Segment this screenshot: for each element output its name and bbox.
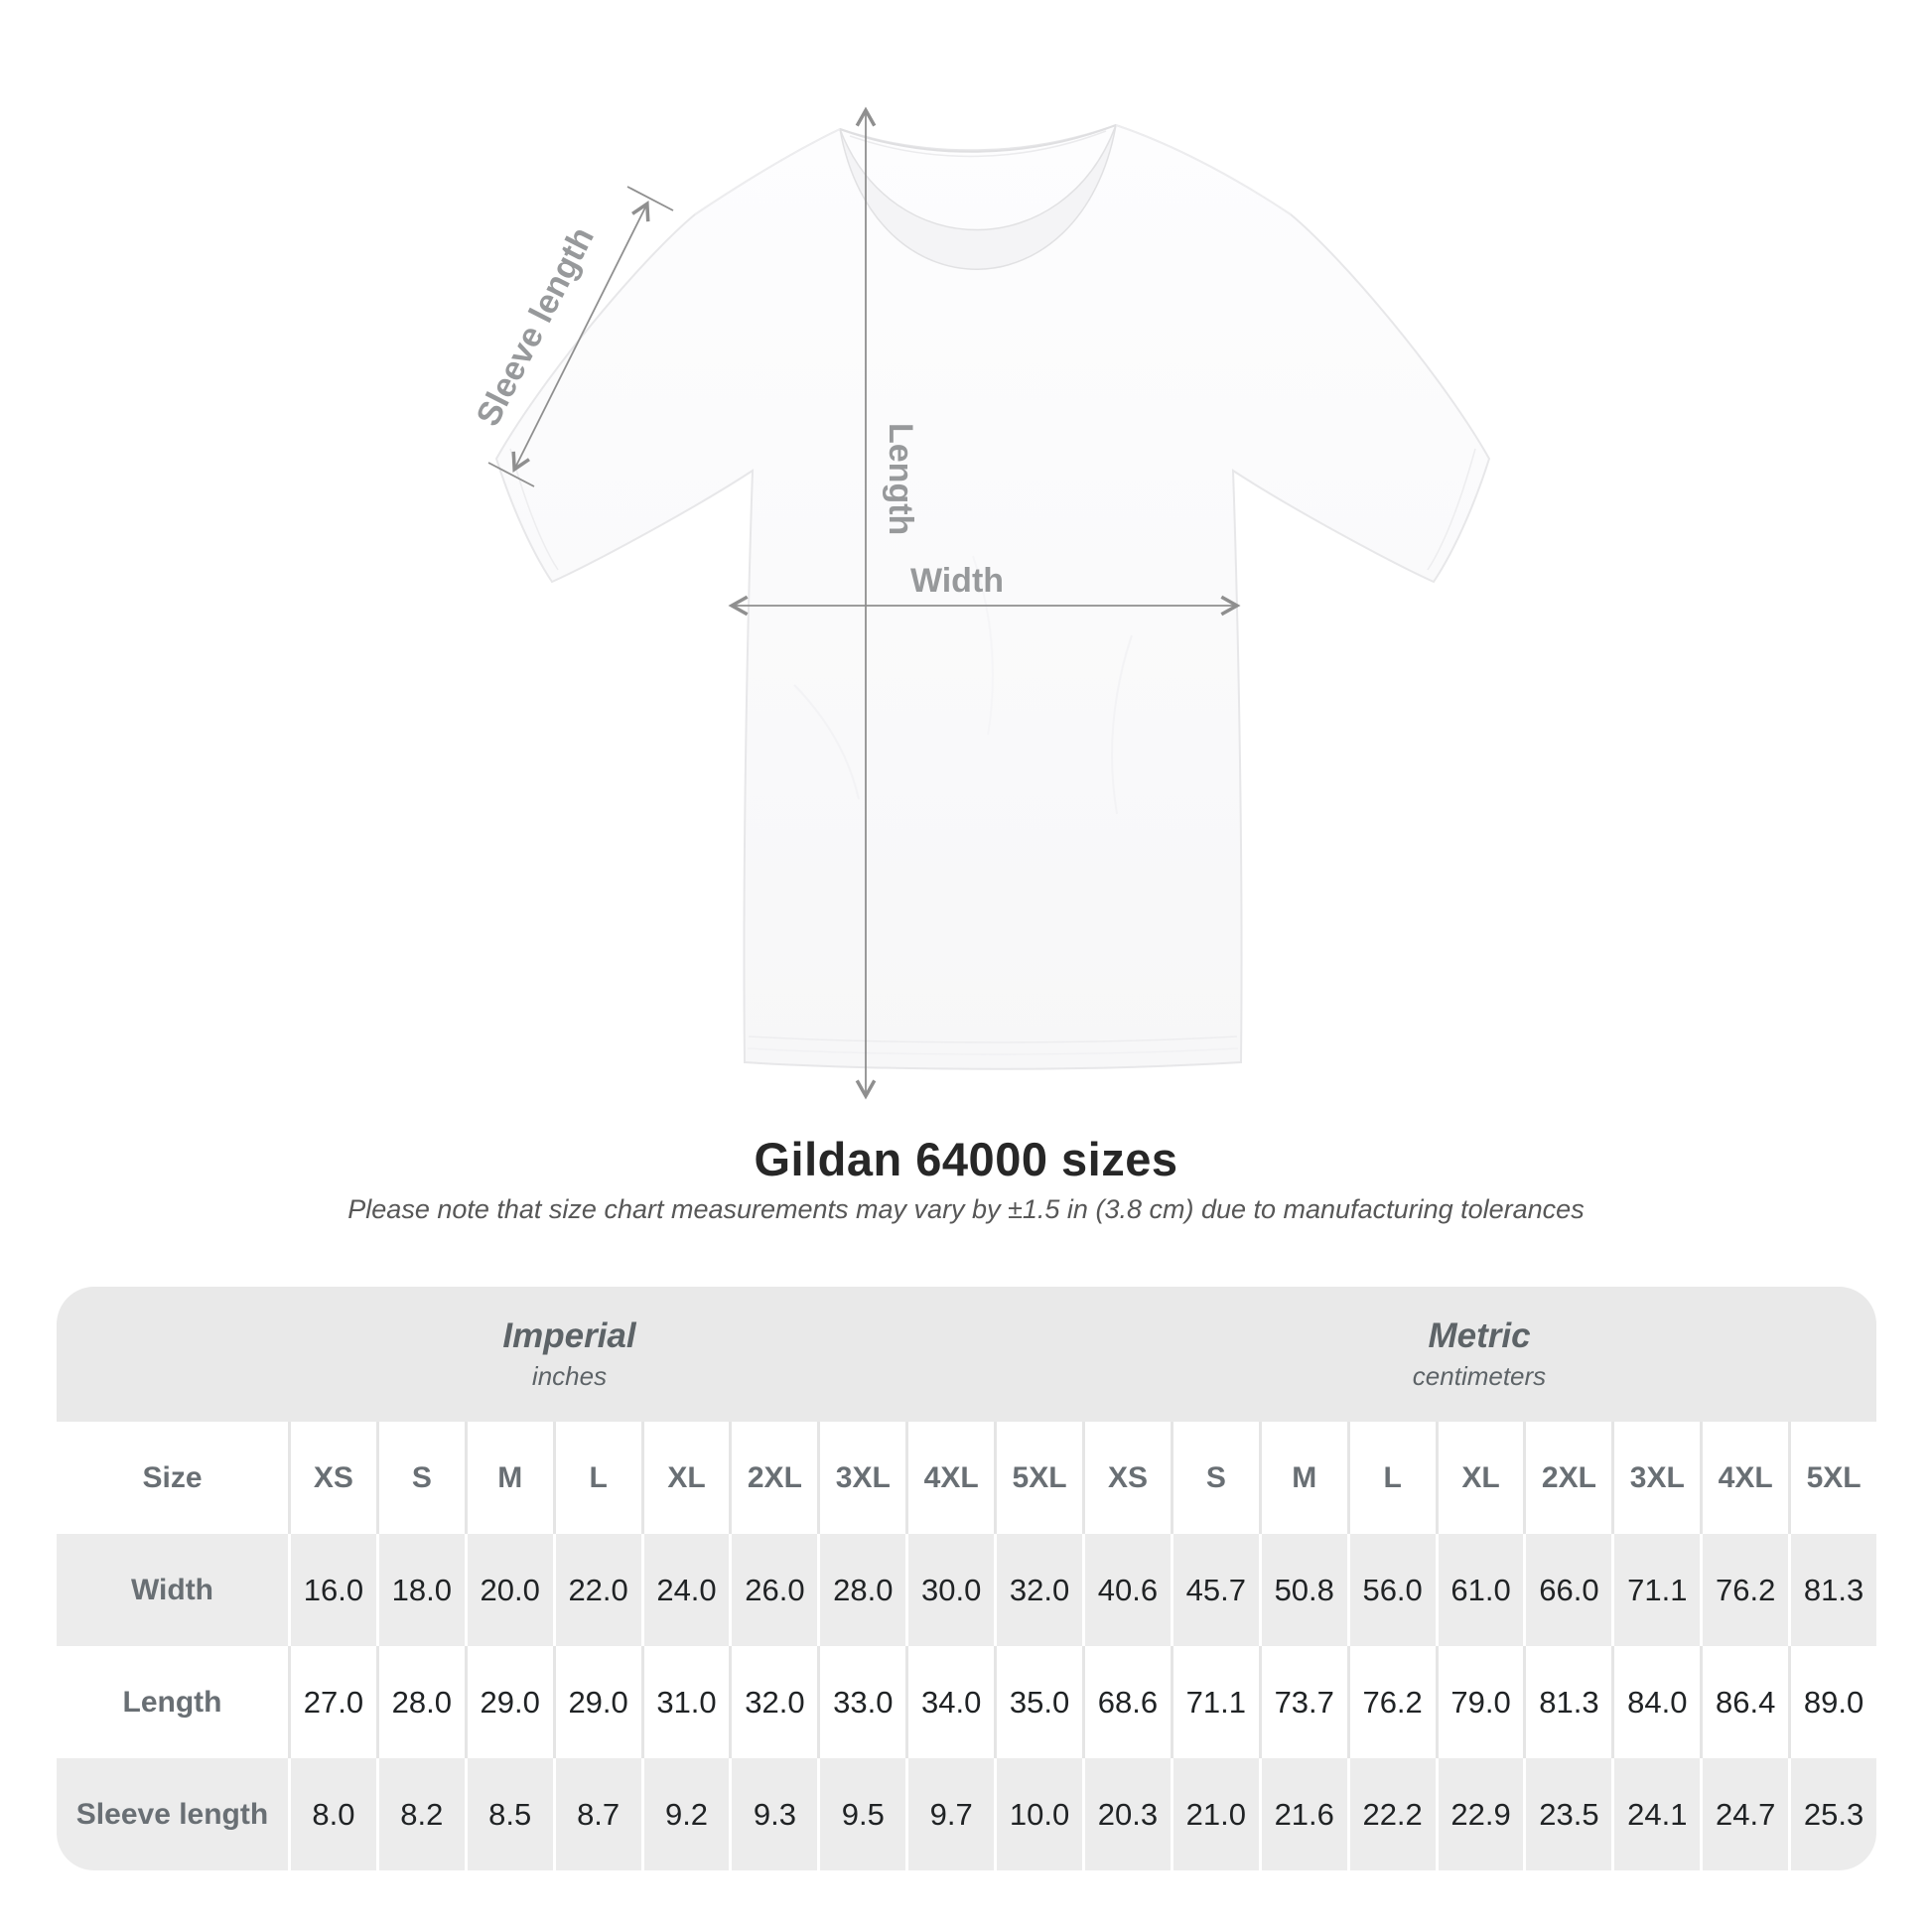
table-cell: 28.0 [375,1646,465,1758]
table-cell: 79.0 [1435,1646,1524,1758]
table-cell: 9.3 [729,1758,817,1870]
table-cell: 81.3 [1523,1646,1611,1758]
metric-size-header: 4XL [1700,1422,1788,1534]
table-cell: 8.2 [375,1758,465,1870]
table-cell: 50.8 [1258,1534,1347,1646]
metric-size-header: M [1258,1422,1347,1534]
table-cell: 89.0 [1788,1646,1876,1758]
table-cell: 76.2 [1700,1534,1788,1646]
table-cell: 21.6 [1258,1758,1347,1870]
size-header-cell: Size [142,1460,203,1494]
table-cell: 8.0 [288,1758,376,1870]
imperial-size-header: 5XL [994,1422,1082,1534]
table-cell: 22.2 [1346,1758,1436,1870]
table-cell: 24.1 [1611,1758,1700,1870]
table-cell: 86.4 [1700,1646,1788,1758]
table-cell: 29.0 [464,1646,553,1758]
table-cell: 28.0 [817,1534,905,1646]
sleeve-length-tick-top [626,186,674,211]
table-cell: 71.1 [1170,1646,1259,1758]
table-header-row: Size XS S M L XL 2XL 3XL 4XL 5XL XS S M … [57,1422,1876,1534]
table-row-width: Width 16.0 18.0 20.0 22.0 24.0 26.0 28.0… [57,1534,1876,1646]
table-cell: 56.0 [1346,1534,1436,1646]
table-cell: 32.0 [729,1646,817,1758]
table-cell: 9.5 [817,1758,905,1870]
units-band: Imperial inches Metric centimeters [57,1287,1876,1422]
table-cell: 31.0 [640,1646,730,1758]
length-label: Length [882,423,919,535]
metric-size-header: XL [1435,1422,1524,1534]
table-row-sleeve-length: Sleeve length 8.0 8.2 8.5 8.7 9.2 9.3 9.… [57,1758,1876,1870]
table-cell: 34.0 [905,1646,994,1758]
table-cell: 24.7 [1700,1758,1788,1870]
table-cell: 71.1 [1611,1534,1700,1646]
table-cell: 16.0 [288,1534,376,1646]
table-row-length: Length 27.0 28.0 29.0 29.0 31.0 32.0 33.… [57,1646,1876,1758]
sleeve-length-arrow [511,201,650,473]
table-cell: 26.0 [729,1534,817,1646]
metric-size-header: 3XL [1611,1422,1700,1534]
table-cell: 21.0 [1170,1758,1259,1870]
table-cell: 61.0 [1435,1534,1524,1646]
page-title: Gildan 64000 sizes [754,1133,1178,1185]
table-cell: 27.0 [288,1646,376,1758]
imperial-size-header: M [464,1422,553,1534]
imperial-unit: inches [531,1361,608,1391]
imperial-size-header: 2XL [729,1422,817,1534]
table-cell: 9.2 [640,1758,730,1870]
table-cell: 25.3 [1788,1758,1876,1870]
table-cell: 29.0 [552,1646,641,1758]
tshirt-measurement-diagram: Width Length Sleeve length [470,106,1491,1100]
table-cell: 40.6 [1082,1534,1171,1646]
table-cell: 24.0 [640,1534,730,1646]
imperial-title: Imperial [502,1316,636,1355]
width-label: Width [910,562,1004,600]
metric-title: Metric [1428,1316,1531,1355]
table-cell: 35.0 [994,1646,1082,1758]
metric-size-header: 2XL [1523,1422,1611,1534]
table-cell: 8.5 [464,1758,553,1870]
metric-size-header: L [1346,1422,1436,1534]
row-label: Sleeve length [75,1797,269,1831]
table-cell: 33.0 [817,1646,905,1758]
row-label: Width [130,1573,214,1606]
imperial-size-header: 3XL [817,1422,905,1534]
imperial-size-header: 4XL [905,1422,994,1534]
table-cell: 20.3 [1082,1758,1171,1870]
table-cell: 30.0 [905,1534,994,1646]
metric-size-header: XS [1082,1422,1171,1534]
table-cell: 66.0 [1523,1534,1611,1646]
table-cell: 76.2 [1346,1646,1436,1758]
dimension-annotations [487,106,1241,1100]
metric-size-header: 5XL [1788,1422,1876,1534]
table-cell: 23.5 [1523,1758,1611,1870]
table-cell: 73.7 [1258,1646,1347,1758]
table-cell: 9.7 [905,1758,994,1870]
size-table: Imperial inches Metric centimeters Size … [57,1287,1876,1870]
metric-section-header: Metric centimeters [1082,1287,1876,1422]
imperial-size-header: S [375,1422,465,1534]
table-cell: 22.0 [552,1534,641,1646]
table-cell: 68.6 [1082,1646,1171,1758]
imperial-size-header: L [552,1422,641,1534]
imperial-section-header: Imperial inches [57,1287,1082,1422]
imperial-size-header: XL [640,1422,730,1534]
table-cell: 45.7 [1170,1534,1259,1646]
table-cell: 18.0 [375,1534,465,1646]
sleeve-length-tick-bottom [487,462,535,487]
collar [839,124,1117,270]
table-cell: 10.0 [994,1758,1082,1870]
table-cell: 81.3 [1788,1534,1876,1646]
table-cell: 22.9 [1435,1758,1524,1870]
table-cell: 84.0 [1611,1646,1700,1758]
table-cell: 8.7 [552,1758,641,1870]
metric-size-header: S [1170,1422,1259,1534]
metric-unit: centimeters [1412,1361,1547,1391]
row-label: Length [122,1685,222,1719]
table-cell: 32.0 [994,1534,1082,1646]
table-cell: 20.0 [464,1534,553,1646]
tolerance-note: Please note that size chart measurements… [347,1194,1585,1224]
imperial-size-header: XS [288,1422,376,1534]
